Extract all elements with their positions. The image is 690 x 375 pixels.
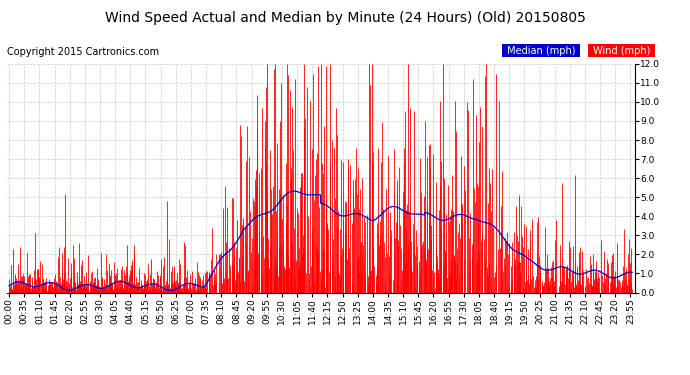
Text: Copyright 2015 Cartronics.com: Copyright 2015 Cartronics.com <box>7 47 159 57</box>
Text: Wind (mph): Wind (mph) <box>590 46 653 56</box>
Text: Median (mph): Median (mph) <box>504 46 578 56</box>
Text: Wind Speed Actual and Median by Minute (24 Hours) (Old) 20150805: Wind Speed Actual and Median by Minute (… <box>105 11 585 25</box>
